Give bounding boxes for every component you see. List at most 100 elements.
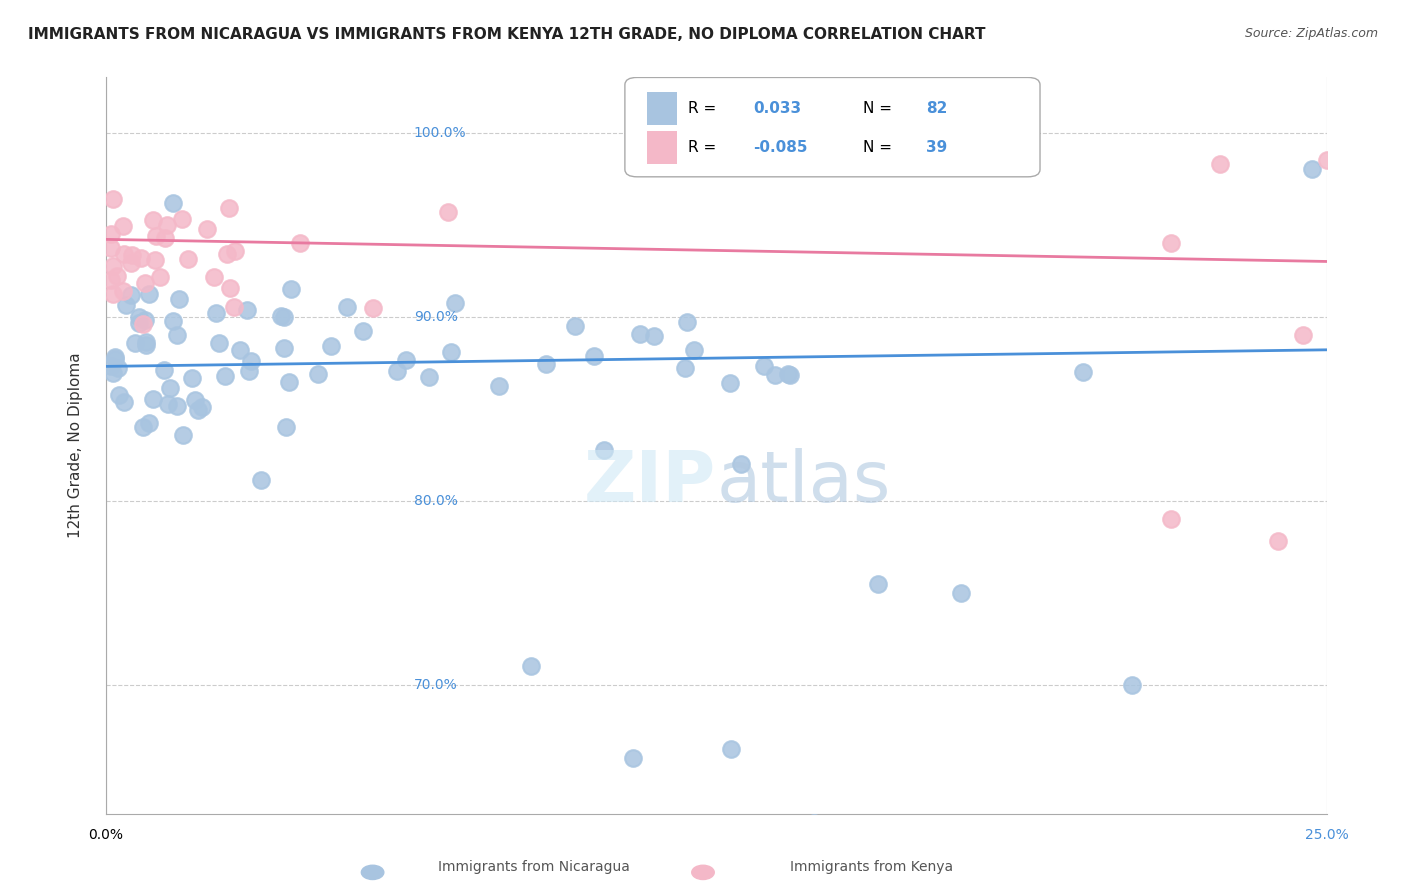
Point bbox=[142, 212, 165, 227]
Point bbox=[273, 341, 295, 355]
Point bbox=[115, 298, 138, 312]
Point bbox=[720, 742, 742, 756]
Point bbox=[1121, 678, 1143, 692]
Text: -0.085: -0.085 bbox=[754, 140, 807, 155]
Text: 39: 39 bbox=[927, 140, 948, 155]
Point bbox=[101, 366, 124, 380]
Point bbox=[683, 343, 706, 357]
Point bbox=[444, 295, 467, 310]
Text: 90.0%: 90.0% bbox=[413, 310, 457, 324]
Point bbox=[1291, 328, 1313, 343]
Point bbox=[112, 219, 135, 233]
Point bbox=[218, 202, 240, 216]
Point bbox=[128, 317, 150, 331]
Point bbox=[166, 399, 188, 413]
Point bbox=[673, 361, 696, 376]
Point bbox=[224, 244, 246, 258]
Text: 100.0%: 100.0% bbox=[413, 126, 467, 140]
Point bbox=[138, 286, 160, 301]
Point bbox=[215, 247, 238, 261]
Point bbox=[107, 360, 129, 375]
Text: IMMIGRANTS FROM NICARAGUA VS IMMIGRANTS FROM KENYA 12TH GRADE, NO DIPLOMA CORREL: IMMIGRANTS FROM NICARAGUA VS IMMIGRANTS … bbox=[28, 27, 986, 42]
Point bbox=[101, 259, 124, 273]
Point bbox=[228, 343, 250, 357]
Point bbox=[583, 350, 606, 364]
Bar bbox=[647, 92, 678, 125]
Point bbox=[120, 288, 142, 302]
Point bbox=[387, 363, 409, 377]
Point bbox=[219, 280, 242, 294]
Point bbox=[156, 397, 179, 411]
Point bbox=[112, 394, 135, 409]
Point bbox=[730, 457, 752, 471]
Point bbox=[593, 442, 616, 457]
Point bbox=[100, 241, 122, 255]
Point bbox=[135, 337, 157, 351]
Text: 70.0%: 70.0% bbox=[413, 678, 457, 692]
Text: ZIP: ZIP bbox=[585, 448, 717, 516]
Point bbox=[352, 324, 374, 338]
Point bbox=[103, 192, 125, 206]
Point bbox=[172, 428, 194, 442]
Point bbox=[205, 306, 228, 320]
Point bbox=[628, 327, 651, 342]
Point bbox=[534, 357, 557, 371]
Point bbox=[156, 219, 179, 233]
Point bbox=[238, 364, 260, 378]
Point bbox=[129, 251, 152, 265]
Point bbox=[112, 247, 135, 261]
Point bbox=[274, 420, 297, 434]
Text: 82: 82 bbox=[927, 101, 948, 116]
Point bbox=[280, 282, 302, 296]
Point bbox=[128, 310, 150, 324]
Point bbox=[418, 369, 440, 384]
Point bbox=[138, 417, 160, 431]
Text: N =: N = bbox=[863, 101, 891, 116]
Point bbox=[277, 376, 299, 390]
Point bbox=[1160, 512, 1182, 526]
Text: R =: R = bbox=[689, 140, 717, 155]
Point bbox=[121, 248, 143, 262]
Point bbox=[131, 420, 153, 434]
Point bbox=[222, 300, 245, 314]
Point bbox=[167, 293, 190, 307]
Point bbox=[202, 270, 225, 285]
Text: Immigrants from Kenya: Immigrants from Kenya bbox=[790, 860, 953, 874]
Point bbox=[208, 336, 231, 351]
Point bbox=[623, 751, 645, 765]
Point bbox=[143, 252, 166, 267]
Point bbox=[105, 268, 128, 283]
Point bbox=[236, 302, 259, 317]
Point bbox=[564, 318, 586, 333]
Text: N =: N = bbox=[863, 140, 891, 155]
Point bbox=[153, 231, 176, 245]
Point bbox=[120, 255, 142, 269]
Text: 0.0%: 0.0% bbox=[89, 829, 124, 842]
Point bbox=[249, 473, 271, 487]
Point bbox=[214, 369, 236, 384]
Text: Immigrants from Nicaragua: Immigrants from Nicaragua bbox=[439, 860, 630, 874]
Point bbox=[307, 368, 329, 382]
Point bbox=[1267, 534, 1289, 549]
Point bbox=[177, 252, 200, 266]
Point bbox=[162, 196, 184, 211]
Point bbox=[104, 352, 127, 367]
Point bbox=[149, 270, 172, 285]
Text: 25.0%: 25.0% bbox=[1305, 829, 1348, 842]
Point bbox=[827, 865, 849, 880]
Point bbox=[112, 284, 135, 298]
Point bbox=[335, 300, 357, 314]
Point bbox=[1160, 235, 1182, 250]
Point bbox=[676, 315, 699, 329]
Point bbox=[440, 345, 463, 359]
Point bbox=[142, 392, 165, 407]
Point bbox=[1316, 153, 1339, 168]
Point bbox=[949, 586, 972, 600]
Point bbox=[100, 227, 122, 241]
Point bbox=[100, 272, 122, 286]
Point bbox=[866, 576, 889, 591]
Point bbox=[803, 815, 825, 830]
Point bbox=[1208, 157, 1230, 171]
Point bbox=[159, 381, 181, 395]
Point bbox=[1071, 365, 1094, 379]
